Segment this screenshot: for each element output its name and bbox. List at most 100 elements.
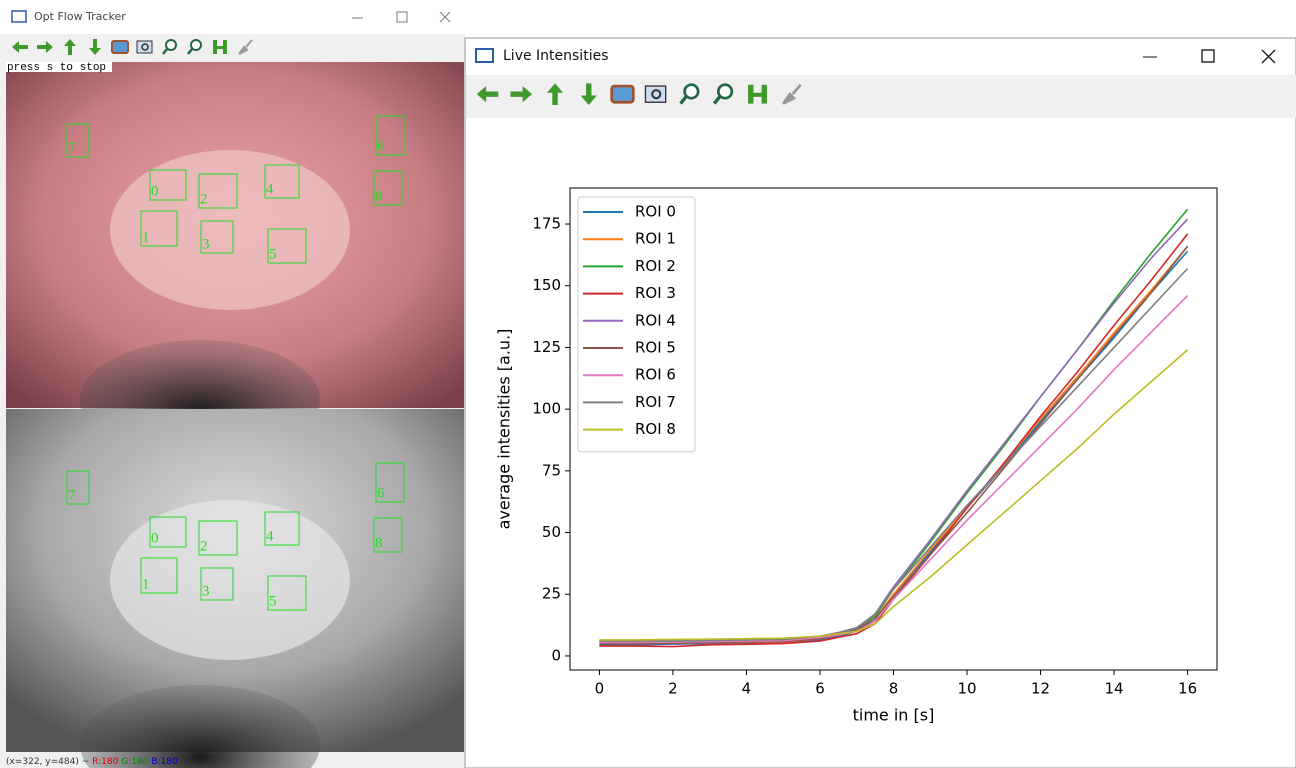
legend-label: ROI 0	[635, 203, 676, 221]
toolbar-button-clear[interactable]	[238, 39, 253, 55]
status-g: G:180	[121, 757, 148, 767]
toolbar-button-up[interactable]	[64, 39, 76, 55]
y-tick-label: 0	[551, 646, 561, 664]
icon	[141, 43, 149, 51]
toolbar-button-zoom-in[interactable]	[679, 83, 700, 105]
toolbar-button-down[interactable]	[580, 83, 597, 105]
icon	[644, 85, 667, 103]
legend-label: ROI 3	[635, 284, 676, 302]
icon	[510, 86, 533, 103]
close-button[interactable]	[439, 11, 451, 23]
icon	[580, 83, 597, 105]
roi-box	[140, 557, 178, 594]
legend-frame	[577, 196, 696, 453]
toolbar-button-back[interactable]	[476, 86, 499, 103]
legend-label: ROI 4	[635, 311, 676, 329]
toolbar-button-up[interactable]	[546, 83, 564, 105]
icon	[165, 39, 177, 51]
toolbar-button-down[interactable]	[89, 39, 101, 55]
roi-label: 2	[200, 538, 208, 554]
icon	[679, 95, 688, 105]
icon	[136, 40, 153, 54]
icon	[213, 40, 227, 54]
legend-label: ROI 6	[635, 366, 676, 384]
overlay-text: press s to stop	[7, 62, 106, 74]
y-tick-label: 75	[542, 461, 561, 479]
roi-box	[149, 169, 187, 201]
y-tick-label: 125	[532, 338, 561, 356]
roi-label: 5	[269, 593, 277, 609]
maximize-button[interactable]	[396, 11, 408, 23]
left-title-bar	[0, 0, 465, 34]
icon	[546, 83, 564, 105]
toolbar-button-save[interactable]	[213, 40, 227, 54]
toolbar-button-forward[interactable]	[510, 86, 533, 103]
roi-label: 8	[375, 188, 383, 204]
roi-box	[264, 164, 300, 199]
legend-label: ROI 2	[635, 257, 676, 275]
toolbar-button-zoom-region[interactable]	[644, 85, 667, 103]
toolbar-button-zoom-out[interactable]	[187, 39, 202, 55]
roi-box	[198, 520, 238, 556]
icon	[187, 48, 193, 55]
y-tick-label: 25	[542, 585, 561, 603]
roi-box	[267, 228, 307, 264]
y-tick-label: 100	[532, 400, 561, 418]
roi-label: 2	[200, 191, 208, 207]
status-b: B:180	[151, 757, 178, 767]
series-line	[599, 295, 1189, 644]
icon	[712, 95, 722, 105]
x-tick-label: 4	[742, 680, 752, 698]
icon	[748, 84, 767, 104]
left-toolbar	[12, 39, 253, 55]
y-axis-label: average intensities [a.u.]	[495, 329, 514, 530]
toolbar-button-image[interactable]	[111, 40, 129, 54]
roi-box	[375, 115, 405, 156]
roi-label: 0	[151, 183, 159, 199]
toolbar-button-clear[interactable]	[782, 83, 802, 105]
overlay-bg	[6, 62, 112, 72]
roi-label: 0	[151, 530, 159, 546]
x-tick-label: 16	[1178, 680, 1197, 698]
toolbar-button-zoom-region[interactable]	[136, 40, 153, 54]
chart: 0 2 4 6 8 10 12 14 16 0 25 50 75 100 125 150 175 time in …	[495, 187, 1218, 725]
x-tick-label: 8	[889, 680, 899, 698]
icon	[610, 84, 635, 104]
tissue-region	[110, 500, 350, 660]
tissue-region	[110, 150, 350, 310]
icon	[111, 40, 129, 54]
toolbar-button-zoom-in[interactable]	[162, 39, 177, 55]
icon	[162, 48, 168, 55]
icon	[37, 41, 53, 53]
close-button[interactable]	[1261, 49, 1276, 64]
roi-box	[140, 210, 178, 247]
legend: ROI 0 ROI 1 ROI 2 ROI 3 ROI 4 ROI 5 ROI 6 ROI 7…	[577, 196, 696, 453]
toolbar-button-zoom-out[interactable]	[712, 83, 734, 105]
legend-label: ROI 8	[635, 420, 676, 438]
x-tick-label: 2	[668, 680, 678, 698]
icon	[683, 83, 700, 100]
toolbar-button-image[interactable]	[610, 84, 635, 104]
icon	[651, 89, 662, 100]
legend-label: ROI 1	[635, 230, 676, 248]
toolbar-button-back[interactable]	[12, 41, 28, 53]
maximize-button[interactable]	[1201, 49, 1215, 63]
toolbar-button-save[interactable]	[748, 84, 767, 104]
roi-label: 3	[202, 583, 210, 599]
roi-box	[200, 567, 234, 601]
toolbar-button-forward[interactable]	[37, 41, 53, 53]
x-axis-label: time in [s]	[853, 706, 935, 725]
roi-box	[373, 517, 403, 553]
icon	[476, 86, 499, 103]
roi-box	[66, 470, 90, 505]
icon	[717, 83, 734, 100]
x-tick-label: 14	[1105, 680, 1124, 698]
roi-label: 6	[377, 138, 385, 154]
status-r: R:180	[92, 757, 118, 767]
roi-label: 3	[202, 236, 210, 252]
roi-box	[200, 220, 234, 254]
roi-box	[267, 575, 307, 611]
icon	[89, 39, 101, 55]
